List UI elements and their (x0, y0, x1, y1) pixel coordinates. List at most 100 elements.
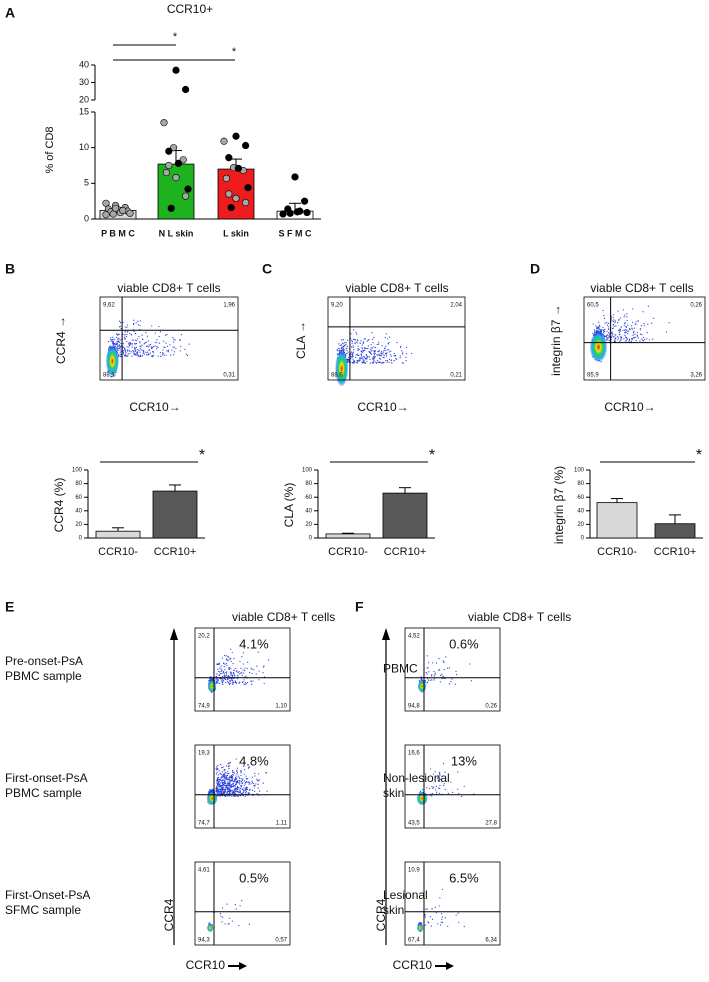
event-dot (612, 314, 615, 316)
event-dot (256, 665, 258, 667)
event-dot (220, 788, 222, 790)
event-dot (429, 768, 432, 770)
density-cloud (206, 899, 250, 933)
event-dot (427, 681, 429, 683)
event-dot (234, 674, 236, 677)
quadrant-percent: 4,52 (408, 634, 420, 640)
event-dot (251, 776, 253, 778)
event-dot (180, 334, 182, 336)
event-dot (228, 765, 230, 767)
quadrant-percent: 2,04 (450, 303, 462, 309)
event-dot (217, 791, 219, 793)
event-dot (405, 356, 407, 358)
event-dot (221, 675, 224, 678)
event-dot (233, 791, 235, 793)
event-dot (394, 355, 396, 357)
bar (152, 490, 198, 539)
event-dot (426, 787, 428, 789)
event-dot (220, 791, 222, 793)
event-dot (374, 356, 376, 358)
event-dot (218, 795, 220, 797)
event-dot (236, 670, 238, 672)
event-dot (235, 782, 237, 785)
event-dot (216, 673, 218, 675)
event-dot (227, 786, 229, 789)
event-dot (230, 790, 232, 792)
event-dot (242, 669, 244, 671)
event-dot (215, 767, 217, 769)
event-dot (241, 778, 243, 780)
event-dot (127, 354, 129, 357)
event-dot (639, 327, 641, 330)
quadrant-percent: 88,1 (103, 373, 115, 379)
event-dot (623, 324, 625, 326)
event-dot (441, 918, 443, 920)
x-arrowhead (446, 962, 454, 970)
event-dot (145, 332, 147, 334)
event-dot (226, 664, 228, 666)
event-dot (134, 346, 136, 349)
data-point (279, 210, 287, 218)
data-point (126, 209, 134, 217)
row-label: Pre-onset-PsA (5, 654, 83, 668)
event-dot (175, 347, 177, 349)
event-dot (226, 792, 228, 794)
event-dot (241, 779, 243, 781)
event-dot (242, 790, 244, 792)
event-dot (625, 336, 627, 339)
density-core (105, 345, 120, 377)
y-tick-label: 20 (75, 522, 82, 528)
flow-plot-frame (99, 296, 239, 381)
event-dot (602, 329, 605, 332)
event-dot (244, 670, 246, 672)
event-dot (223, 792, 225, 794)
event-dot (606, 335, 608, 337)
event-dot (139, 341, 141, 343)
event-dot (240, 771, 242, 773)
quadrant-percent: 74,7 (198, 821, 210, 827)
event-dot (136, 352, 138, 354)
event-dot (219, 773, 221, 775)
event-dot (428, 671, 430, 673)
event-dot (360, 357, 362, 359)
event-dot (127, 331, 129, 333)
event-dot (247, 781, 249, 783)
event-dot (137, 351, 139, 353)
event-dot (668, 322, 670, 324)
panel-title: viable CD8+ T cells (232, 610, 335, 624)
data-point (222, 174, 230, 182)
event-dot (245, 790, 247, 792)
panel-label: C (262, 261, 272, 277)
x-tick-label: S F M C (279, 228, 312, 238)
event-dot (401, 350, 403, 352)
event-dot (626, 316, 628, 318)
event-dot (386, 338, 389, 340)
event-dot (346, 345, 348, 348)
event-dot (356, 353, 359, 355)
event-dot (217, 774, 219, 776)
event-dot (242, 782, 244, 784)
row-label: PBMC (383, 662, 418, 676)
event-dot (373, 336, 375, 339)
event-dot (383, 347, 386, 350)
quadrant-percent: 20,2 (198, 634, 210, 640)
bar (217, 168, 255, 220)
event-dot (651, 322, 653, 324)
event-dot (250, 680, 252, 682)
event-dot (162, 349, 164, 351)
event-dot (448, 683, 451, 685)
event-dot (366, 340, 368, 342)
event-dot (438, 905, 440, 907)
event-dot (600, 330, 602, 332)
event-dot (620, 337, 622, 339)
event-dot (253, 790, 256, 792)
event-dot (248, 923, 250, 925)
event-dot (643, 322, 645, 325)
event-dot (429, 787, 431, 790)
event-dot (347, 358, 349, 360)
event-dot (171, 349, 173, 351)
event-dot (619, 330, 621, 332)
event-dot (343, 349, 345, 351)
event-dot (217, 764, 219, 767)
event-dot (378, 350, 380, 352)
